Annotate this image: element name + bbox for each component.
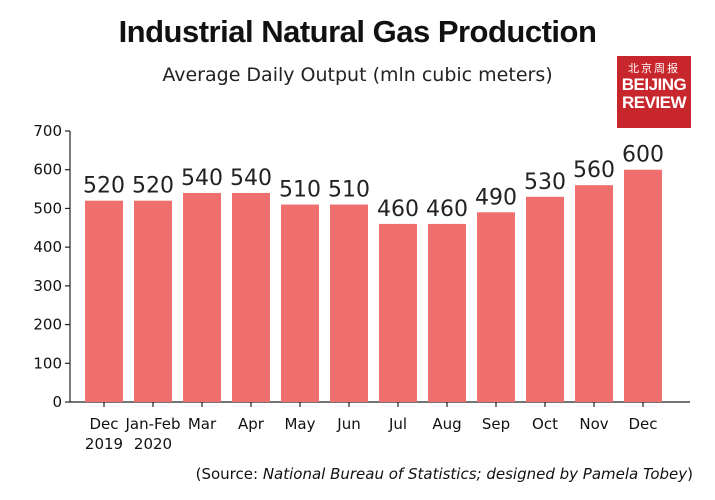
y-tick-label: 500 [33, 199, 62, 217]
source-note: (Source: National Bureau of Statistics; … [196, 465, 693, 483]
y-tick-label: 700 [33, 122, 62, 140]
bar [575, 185, 613, 402]
bar [330, 204, 368, 402]
data-label: 460 [426, 197, 468, 222]
logo-line1: BEIJING [621, 75, 687, 94]
bar [428, 223, 466, 402]
bar [183, 192, 221, 402]
y-tick-label: 100 [33, 354, 62, 372]
logo-line2: REVIEW [621, 93, 687, 112]
y-tick-label: 300 [33, 277, 62, 295]
data-label: 540 [181, 166, 223, 191]
data-label: 520 [83, 174, 125, 199]
bar [281, 204, 319, 402]
x-tick-label: Jul [388, 415, 407, 433]
bar [85, 200, 123, 402]
x-tick-label: Aug [432, 415, 461, 433]
bar [232, 192, 270, 402]
bar [526, 196, 564, 402]
x-tick-label: 2020 [134, 435, 172, 453]
data-label: 490 [475, 185, 517, 210]
x-tick-label: Sep [482, 415, 510, 433]
data-label: 560 [573, 158, 615, 183]
bar [379, 223, 417, 402]
chart-subtitle: Average Daily Output (mln cubic meters) [162, 64, 553, 86]
x-tick-label: Jan-Feb [124, 415, 180, 433]
source-prefix: (Source: [195, 465, 263, 483]
source-italic: National Bureau of Statistics; designed … [262, 465, 688, 483]
x-tick-label: Oct [532, 415, 558, 433]
data-label: 540 [230, 166, 272, 191]
x-tick-label: May [284, 415, 315, 433]
y-tick-label: 200 [33, 316, 62, 334]
x-tick-label: 2019 [85, 435, 123, 453]
chart-title: Industrial Natural Gas Production [118, 14, 597, 49]
x-tick-label: Jun [336, 415, 360, 433]
x-tick-label: Nov [579, 415, 608, 433]
bar [624, 169, 662, 402]
y-tick-label: 0 [52, 393, 62, 411]
y-tick-label: 400 [33, 238, 62, 256]
x-tick-label: Mar [188, 415, 217, 433]
x-tick-label: Dec [89, 415, 118, 433]
data-label: 530 [524, 170, 566, 195]
bar [134, 200, 172, 402]
data-label: 510 [328, 178, 370, 203]
beijing-review-logo: 北京周报 BEIJING REVIEW [617, 56, 691, 128]
x-tick-label: Dec [628, 415, 657, 433]
y-tick-label: 600 [33, 161, 62, 179]
data-label: 600 [622, 143, 664, 168]
data-label: 460 [377, 197, 419, 222]
x-tick-label: Apr [238, 415, 265, 433]
data-label: 520 [132, 174, 174, 199]
logo-chinese-text: 北京周报 [628, 62, 680, 75]
source-suffix: ) [687, 465, 693, 483]
bar [477, 212, 515, 402]
data-label: 510 [279, 178, 321, 203]
